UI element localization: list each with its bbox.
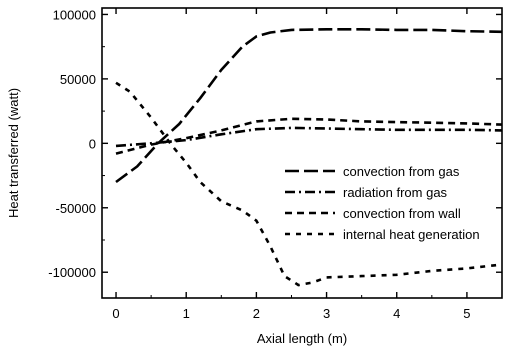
- y-tick-label: 0: [89, 136, 96, 151]
- x-tick-label: 1: [183, 306, 190, 321]
- series-line-4: [115, 81, 503, 287]
- x-tick-label: 0: [112, 306, 119, 321]
- series-line-2: [115, 126, 503, 148]
- y-axis-label: Heat transferred (watt): [6, 88, 21, 218]
- legend-label-4: internal heat generation: [343, 227, 480, 242]
- x-tick-label: 4: [393, 306, 400, 321]
- y-tick-label: 50000: [60, 72, 96, 87]
- y-tick-label: -100000: [48, 265, 96, 280]
- series-line-1: [115, 27, 503, 184]
- x-tick-label: 2: [253, 306, 260, 321]
- x-axis-label: Axial length (m): [257, 331, 347, 346]
- series-line-3: [115, 117, 503, 155]
- legend-label-3: convection from wall: [343, 206, 461, 221]
- x-tick-label: 5: [463, 306, 470, 321]
- x-tick-label: 3: [323, 306, 330, 321]
- legend-label-2: radiation from gas: [343, 185, 448, 200]
- y-tick-label: -50000: [56, 201, 96, 216]
- legend-label-1: convection from gas: [343, 164, 460, 179]
- y-tick-label: 100000: [53, 7, 96, 22]
- plot-frame: [101, 7, 503, 299]
